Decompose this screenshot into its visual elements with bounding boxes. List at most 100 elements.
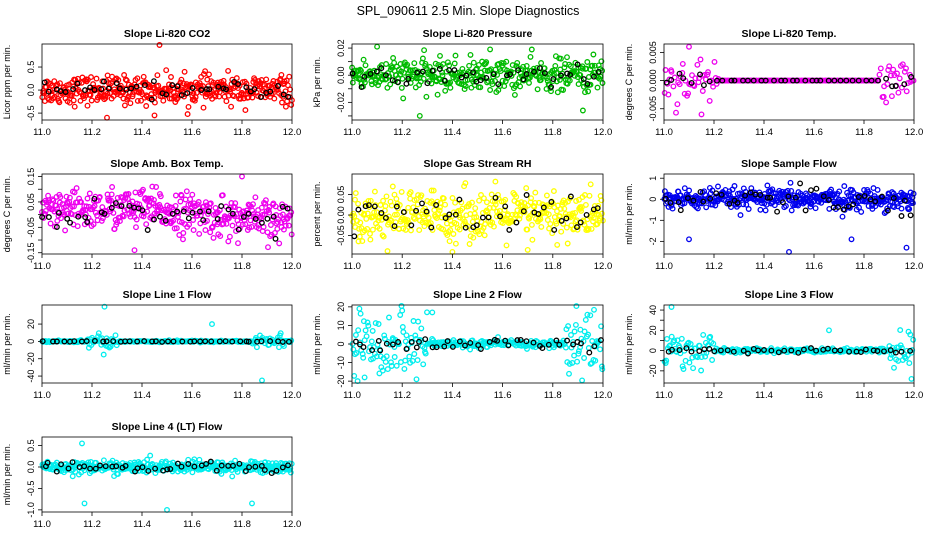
data-point: [284, 205, 291, 212]
data-point: [90, 221, 97, 228]
data-point: [367, 236, 374, 243]
data-point: [461, 218, 468, 225]
data-point: [355, 327, 362, 334]
x-tick-label: 12.0: [594, 261, 613, 272]
data-point: [506, 226, 513, 233]
data-point: [82, 214, 89, 221]
data-point: [411, 351, 418, 357]
data-point: [361, 210, 368, 217]
data-point: [817, 77, 824, 84]
data-point: [178, 192, 185, 199]
data-point: [447, 84, 454, 91]
data-point: [286, 73, 293, 80]
data-point: [483, 199, 490, 206]
data-point: [419, 200, 425, 207]
data-point: [151, 216, 157, 223]
data-point: [577, 219, 584, 226]
data-point: [375, 321, 382, 327]
data-point: [444, 232, 451, 239]
data-point: [564, 54, 570, 61]
data-point: [470, 234, 477, 241]
data-point: [262, 200, 269, 207]
data-point: [104, 114, 110, 121]
panel-1: Slope Li-820 CO2 Licor ppm per min. 11.0 11…: [2, 28, 301, 138]
x-tick-label: 11.4: [133, 519, 151, 530]
data-point: [481, 232, 488, 239]
data-point: [191, 97, 198, 104]
data-point: [209, 321, 215, 328]
data-point: [389, 77, 396, 84]
data-point: [391, 211, 398, 218]
data-point: [245, 94, 252, 101]
data-point: [382, 214, 389, 221]
data-point: [100, 78, 107, 85]
data-point: [45, 214, 52, 221]
data-point: [584, 80, 591, 87]
data-point: [463, 72, 470, 79]
data-point: [587, 181, 594, 188]
data-point: [98, 86, 105, 93]
y-tick-label: -0.05: [336, 225, 346, 246]
plot-frame: [351, 43, 604, 121]
data-point: [802, 77, 809, 84]
data-point: [359, 238, 366, 245]
data-point: [206, 71, 212, 78]
data-point: [393, 362, 400, 369]
data-point: [287, 86, 294, 93]
data-point: [219, 192, 226, 199]
data-point: [380, 197, 387, 204]
data-point: [265, 244, 271, 251]
data-point: [361, 76, 368, 83]
panel-title: Slope Line 2 Flow: [433, 289, 523, 301]
data-point: [507, 71, 514, 78]
data-point: [802, 207, 809, 214]
data-point: [579, 107, 586, 114]
data-point: [547, 220, 554, 227]
data-point: [813, 185, 820, 192]
data-point: [910, 336, 917, 343]
data-point: [529, 236, 536, 243]
data-point: [133, 224, 139, 231]
data-point: [574, 61, 581, 68]
data-point: [228, 103, 235, 110]
data-point: [101, 210, 108, 217]
data-point: [100, 351, 107, 358]
data-point: [509, 218, 516, 225]
data-point: [193, 89, 200, 96]
data-point: [813, 77, 820, 84]
data-point: [499, 220, 506, 226]
data-point: [252, 215, 259, 222]
data-point: [399, 324, 406, 330]
data-point: [278, 71, 285, 78]
data-point: [476, 231, 483, 238]
data-point: [270, 213, 277, 220]
data-point: [699, 88, 706, 94]
data-point: [83, 203, 90, 210]
data-point: [907, 212, 914, 219]
data-point: [42, 211, 48, 218]
data-point: [403, 80, 410, 87]
data-point: [371, 188, 378, 195]
data-point: [679, 69, 686, 76]
data-point: [68, 92, 75, 99]
data-point: [520, 76, 527, 83]
data-point: [375, 82, 381, 89]
data-point: [526, 213, 533, 220]
data-point: [253, 344, 260, 351]
data-point: [788, 207, 795, 214]
data-point: [205, 211, 211, 217]
panel-title: Slope Sample Flow: [741, 158, 838, 170]
data-point: [581, 355, 588, 361]
data-point: [413, 376, 420, 383]
data-point: [896, 75, 903, 82]
data-point: [185, 215, 192, 222]
data-point: [174, 83, 181, 90]
data-point: [423, 93, 430, 100]
data-point: [364, 210, 371, 217]
data-point: [586, 192, 593, 199]
x-tick-label: 11.6: [494, 390, 512, 401]
data-point: [364, 225, 371, 232]
data-point: [70, 86, 77, 93]
data-point: [478, 192, 484, 198]
